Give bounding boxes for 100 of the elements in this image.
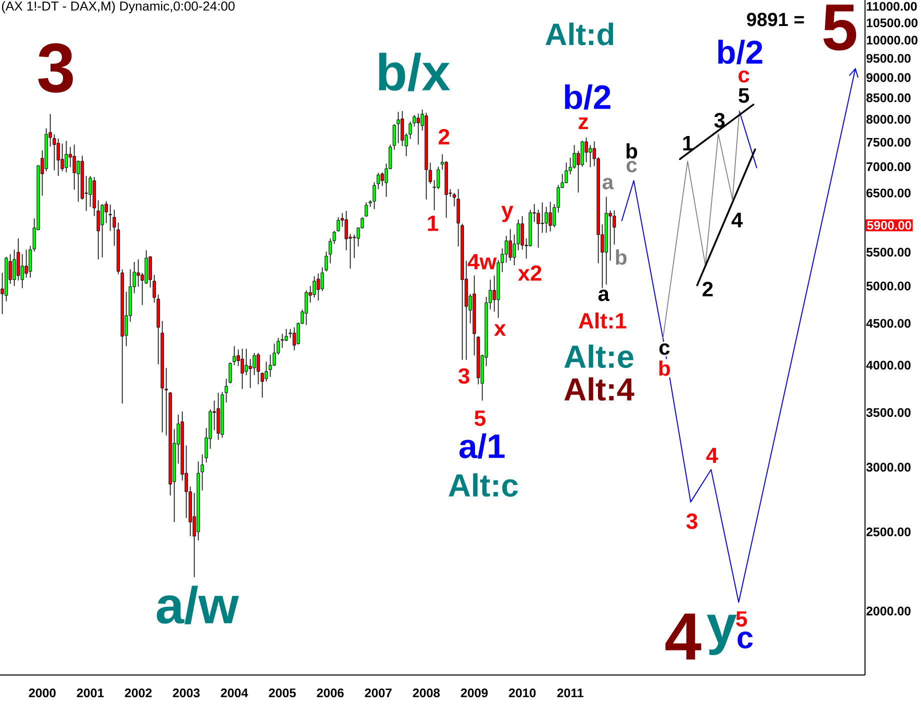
candlestick xyxy=(292,326,296,351)
candlestick xyxy=(572,144,576,170)
annotation: Alt:c xyxy=(448,473,518,497)
annotation: 4 xyxy=(665,614,702,660)
candlestick xyxy=(544,206,548,234)
candlestick xyxy=(52,134,56,171)
candlestick xyxy=(588,144,592,168)
candlestick xyxy=(252,352,256,376)
candlestick xyxy=(224,378,228,403)
annotation: 3 xyxy=(686,513,698,529)
candlestick xyxy=(412,114,416,127)
annotation: 5 xyxy=(474,410,486,426)
candlestick xyxy=(280,333,284,348)
annotation: b/x xyxy=(379,52,450,92)
candlestick xyxy=(88,176,92,208)
candlestick xyxy=(232,346,236,366)
candlestick xyxy=(248,358,252,388)
x-tick-label: 2001 xyxy=(76,688,104,698)
candlestick xyxy=(24,249,28,278)
candlestick xyxy=(164,367,168,436)
annotation: 1 xyxy=(683,136,693,150)
annotation: b xyxy=(616,249,627,265)
candlestick xyxy=(396,111,400,144)
x-tick-label: 2009 xyxy=(460,688,488,698)
candlestick xyxy=(284,328,288,342)
annotation: 5 xyxy=(736,611,747,627)
annotation: 2 xyxy=(702,282,713,296)
chart-title: (AX 1!-DT - DAX,M) Dynamic,0:00-24:00 xyxy=(2,1,235,14)
x-tick-label: 2003 xyxy=(172,688,200,698)
candlestick xyxy=(200,454,204,491)
annotation: 2 xyxy=(438,129,450,144)
candlestick xyxy=(364,202,368,218)
candlestick xyxy=(504,235,508,264)
y-tick-label: 4500.00 xyxy=(866,318,911,328)
y-tick-label: 8500.00 xyxy=(866,93,911,102)
annotation: c xyxy=(738,632,753,648)
candlestick xyxy=(96,200,100,260)
annotation: a xyxy=(598,290,610,302)
candlestick xyxy=(12,249,16,286)
candlestick xyxy=(100,204,104,258)
y-tick-label: 2500.00 xyxy=(866,527,911,536)
candlestick xyxy=(372,182,376,210)
candlestick xyxy=(72,144,76,190)
candlestick xyxy=(320,266,324,292)
annotation: a/1 xyxy=(459,433,505,459)
candlestick xyxy=(64,140,68,173)
candlestick xyxy=(112,209,116,246)
annotation: 1 xyxy=(428,216,438,231)
candlestick xyxy=(104,200,108,224)
candlestick xyxy=(136,258,140,288)
candlestick xyxy=(584,137,588,163)
y-tick-label: 3500.00 xyxy=(866,408,911,417)
candlestick xyxy=(612,210,616,245)
annotation: 3 xyxy=(714,112,725,128)
candlestick xyxy=(312,276,316,298)
annotation: Alt:d xyxy=(546,22,614,46)
y-tick-label: 4000.00 xyxy=(866,360,911,370)
candlestick xyxy=(392,124,396,150)
candlestick xyxy=(548,201,552,232)
candlestick xyxy=(564,162,568,184)
y-tick-label: 11000.00 xyxy=(866,2,917,11)
text: 5900.00 xyxy=(867,220,912,230)
x-tick-label: 2010 xyxy=(508,688,536,698)
annotation: 4 xyxy=(706,448,718,463)
y-tick-label: 10000.00 xyxy=(866,36,918,45)
candlestick xyxy=(240,348,244,390)
candlestick xyxy=(344,210,348,251)
annotation: c xyxy=(626,160,637,172)
annotation: 4w xyxy=(468,254,497,270)
candlestick xyxy=(328,238,332,264)
annotation: 4 xyxy=(732,212,743,228)
candlestick xyxy=(304,290,308,326)
candlestick xyxy=(228,362,232,384)
candlestick xyxy=(244,348,248,376)
candlestick xyxy=(152,274,156,304)
annotation: 5 xyxy=(738,88,750,103)
candlestick xyxy=(260,372,264,398)
y-tick-label: 3000.00 xyxy=(866,462,911,472)
candlestick xyxy=(332,230,336,244)
candlestick xyxy=(376,172,380,190)
x-tick-label: 2008 xyxy=(412,688,440,698)
x-tick-label: 2000 xyxy=(28,688,56,698)
y-tick-label: 5000.00 xyxy=(866,282,911,290)
candlestick xyxy=(60,143,64,172)
candlestick xyxy=(272,343,276,367)
y-tick-label: 8000.00 xyxy=(866,114,911,124)
annotation: a xyxy=(602,178,614,190)
candlestick xyxy=(520,216,524,250)
candlestick xyxy=(416,113,420,146)
candlestick xyxy=(56,138,60,176)
candlestick xyxy=(268,354,272,378)
candlestick xyxy=(428,162,432,184)
annotation: b xyxy=(659,360,670,376)
candlestick xyxy=(20,254,24,289)
x-tick-label: 2002 xyxy=(124,688,152,698)
annotation: b/2 xyxy=(718,40,762,64)
y-tick-label: 10500.00 xyxy=(866,18,918,28)
candlestick xyxy=(316,273,320,301)
y-tick-label: 9000.00 xyxy=(866,73,911,82)
candlestick xyxy=(16,238,20,281)
